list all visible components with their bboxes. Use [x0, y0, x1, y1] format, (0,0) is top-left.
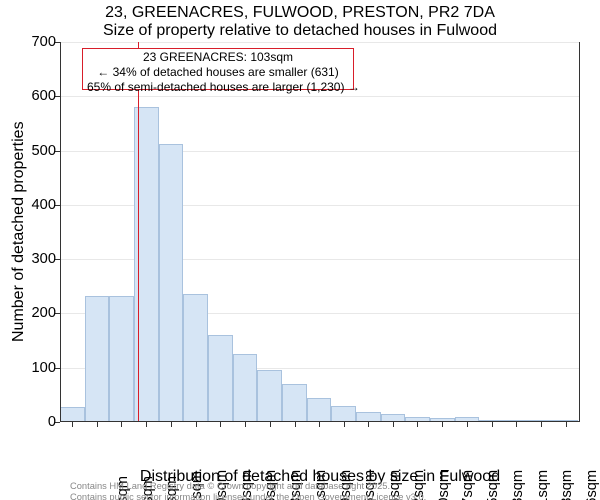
xtick-mark: [417, 422, 418, 427]
ytick-label: 500: [16, 143, 56, 159]
plot-border: [60, 42, 580, 422]
ytick-label: 100: [16, 360, 56, 376]
ytick-label: 700: [16, 34, 56, 50]
chart-title-line2: Size of property relative to detached ho…: [0, 22, 600, 40]
xtick-mark: [516, 422, 517, 427]
xtick-mark: [492, 422, 493, 427]
xtick-mark: [97, 422, 98, 427]
footer-attribution: Contains HM Land Registry data © Crown c…: [70, 481, 426, 500]
xtick-mark: [121, 422, 122, 427]
ytick-label: 600: [16, 88, 56, 104]
xtick-mark: [171, 422, 172, 427]
ytick-label: 0: [16, 414, 56, 430]
chart-title-line1: 23, GREENACRES, FULWOOD, PRESTON, PR2 7D…: [0, 4, 600, 22]
xtick-mark: [541, 422, 542, 427]
ytick-label: 300: [16, 251, 56, 267]
xtick-mark: [393, 422, 394, 427]
xtick-mark: [442, 422, 443, 427]
annotation-line2: ← 34% of detached houses are smaller (63…: [87, 65, 349, 80]
ytick-label: 400: [16, 197, 56, 213]
xtick-mark: [270, 422, 271, 427]
xtick-mark: [368, 422, 369, 427]
footer-line1: Contains HM Land Registry data © Crown c…: [70, 481, 426, 492]
chart-container: 23, GREENACRES, FULWOOD, PRESTON, PR2 7D…: [0, 0, 600, 500]
xtick-mark: [220, 422, 221, 427]
ytick-label: 200: [16, 305, 56, 321]
xtick-mark: [146, 422, 147, 427]
xtick-mark: [566, 422, 567, 427]
xtick-mark: [196, 422, 197, 427]
annotation-box: 23 GREENACRES: 103sqm ← 34% of detached …: [82, 48, 354, 90]
footer-line2: Contains public sector information licen…: [70, 492, 426, 500]
xtick-mark: [72, 422, 73, 427]
xtick-mark: [319, 422, 320, 427]
xtick-label: 556sqm: [584, 476, 600, 500]
annotation-line1: 23 GREENACRES: 103sqm: [87, 50, 349, 65]
plot-area: 0100200300400500600700 29sqm57sqm84sqm11…: [60, 42, 580, 422]
xtick-mark: [295, 422, 296, 427]
xtick-mark: [245, 422, 246, 427]
annotation-line3: 65% of semi-detached houses are larger (…: [87, 80, 349, 95]
xtick-mark: [467, 422, 468, 427]
xtick-mark: [344, 422, 345, 427]
